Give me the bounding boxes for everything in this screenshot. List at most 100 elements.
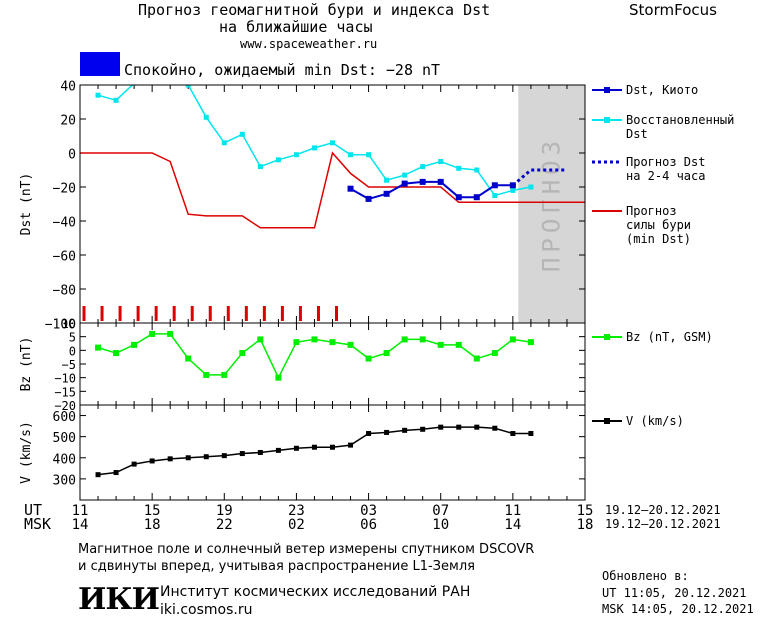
bz-point xyxy=(113,350,120,357)
legend-forecast-label: на 2-4 часа xyxy=(626,169,705,183)
ut-tick-label: 07 xyxy=(432,503,449,519)
satellite-note-line1: Магнитное поле и солнечный ветер измерен… xyxy=(78,542,535,557)
y-tick-label-dst: −100 xyxy=(45,318,76,333)
dst-kyoto-point xyxy=(491,182,498,189)
restored-dst-point xyxy=(221,140,227,146)
dst-kyoto-point xyxy=(437,178,444,185)
panel-frame-dst xyxy=(79,84,586,324)
bz-point xyxy=(257,336,264,343)
bz-point xyxy=(149,330,156,337)
y-tick-label-v: 600 xyxy=(53,410,76,425)
bz-point xyxy=(347,341,354,348)
restored-dst-point xyxy=(275,157,281,163)
v-series-group xyxy=(95,424,534,478)
msk-tick-label: 06 xyxy=(360,517,377,533)
legend-v-swatch-mark xyxy=(604,418,610,424)
msk-tick-label: 22 xyxy=(216,517,233,533)
storm-forecast-line xyxy=(80,151,585,229)
restored-dst-point xyxy=(348,152,354,158)
legend-restored-label: Dst xyxy=(626,127,648,141)
y-axis-label-bz: Bz (nT) xyxy=(19,337,34,392)
msk-axis-label: MSK xyxy=(24,515,52,533)
ut-tick-label: 11 xyxy=(504,503,521,519)
v-point xyxy=(510,431,516,436)
panel-frame-bz xyxy=(79,322,586,406)
bz-point xyxy=(365,355,372,362)
forecast-label: ПРОГНОЗ xyxy=(538,136,566,272)
dst-kyoto-point xyxy=(383,190,390,197)
v-point xyxy=(366,431,372,436)
bz-point xyxy=(185,355,192,362)
y-axis-label-v: V (km/s) xyxy=(19,421,34,484)
institute-url[interactable]: iki.cosmos.ru xyxy=(160,602,253,618)
bz-point xyxy=(329,339,336,346)
bz-point xyxy=(455,341,462,348)
legend-restored-swatch-mark xyxy=(604,117,610,123)
v-point xyxy=(348,442,354,448)
y-tick-label-dst: −20 xyxy=(53,182,76,197)
restored-dst-point xyxy=(257,164,263,170)
restored-dst-point xyxy=(420,164,426,170)
brand-name: StormFocus xyxy=(629,1,717,19)
restored-dst-point xyxy=(293,152,299,158)
v-point xyxy=(275,447,281,453)
site-url[interactable]: www.spaceweather.ru xyxy=(240,37,378,51)
bz-point xyxy=(311,336,318,343)
restored-dst-point xyxy=(185,85,191,88)
ut-date-range: 19.12–20.12.2021 xyxy=(605,503,721,517)
v-point xyxy=(311,444,317,450)
dst-kyoto-point xyxy=(401,180,408,187)
y-tick-label-bz: −20 xyxy=(54,399,76,413)
v-line xyxy=(97,426,531,476)
v-point xyxy=(420,426,426,432)
y-tick-label-bz: −15 xyxy=(54,385,76,399)
iki-logo: ИКИ xyxy=(78,582,160,617)
y-tick-label-dst: −40 xyxy=(53,216,76,231)
bz-point xyxy=(275,374,282,381)
restored-dst-point xyxy=(203,114,209,120)
y-tick-label-bz: −5 xyxy=(62,358,76,372)
restored-dst-point xyxy=(168,69,173,74)
forecast-region xyxy=(518,85,585,323)
bz-point xyxy=(509,336,516,343)
legend-storm-label: Прогноз xyxy=(626,204,677,218)
dst-forecast-line xyxy=(511,168,567,187)
restored-dst-point xyxy=(330,140,335,146)
y-tick-label-v: 300 xyxy=(53,473,76,488)
msk-tick-label: 14 xyxy=(72,517,89,533)
bz-point xyxy=(293,339,300,346)
bz-point xyxy=(131,341,138,348)
restored-dst-point xyxy=(150,66,155,71)
updated-msk: MSK 14:05, 20.12.2021 xyxy=(602,602,754,616)
restored-dst-point xyxy=(239,131,245,137)
msk-date-range: 19.12–20.12.2021 xyxy=(605,517,721,531)
bz-point xyxy=(527,339,534,346)
y-tick-label-dst: 40 xyxy=(60,80,76,95)
bz-point xyxy=(221,371,228,378)
v-point xyxy=(293,445,299,451)
legend-v-label: V (km/s) xyxy=(626,414,684,428)
updated-ut: UT 11:05, 20.12.2021 xyxy=(602,586,747,600)
bz-point xyxy=(491,350,498,357)
v-point xyxy=(239,451,245,457)
restored-dst-point xyxy=(456,165,462,171)
v-point xyxy=(203,454,209,460)
dst-kyoto-point xyxy=(455,194,462,201)
legend-storm-label: силы бури xyxy=(626,218,691,232)
satellite-note-line2: и сдвинуты вперед, учитывая распростране… xyxy=(78,559,475,574)
v-point xyxy=(185,455,191,461)
y-tick-label-v: 400 xyxy=(53,452,76,467)
restored-dst-point xyxy=(311,145,317,151)
restored-dst-point xyxy=(492,193,498,198)
legend-storm-label: (min Dst) xyxy=(626,232,691,246)
v-point xyxy=(456,424,462,430)
dst-kyoto-point xyxy=(473,194,480,201)
bz-point xyxy=(419,336,426,343)
panel-frame-v xyxy=(79,404,586,501)
ut-tick-label: 11 xyxy=(72,503,89,519)
restored-dst-point xyxy=(528,184,534,190)
ut-tick-label: 15 xyxy=(577,503,594,519)
updated-label: Обновлено в: xyxy=(602,569,689,583)
msk-tick-label: 18 xyxy=(577,517,594,533)
